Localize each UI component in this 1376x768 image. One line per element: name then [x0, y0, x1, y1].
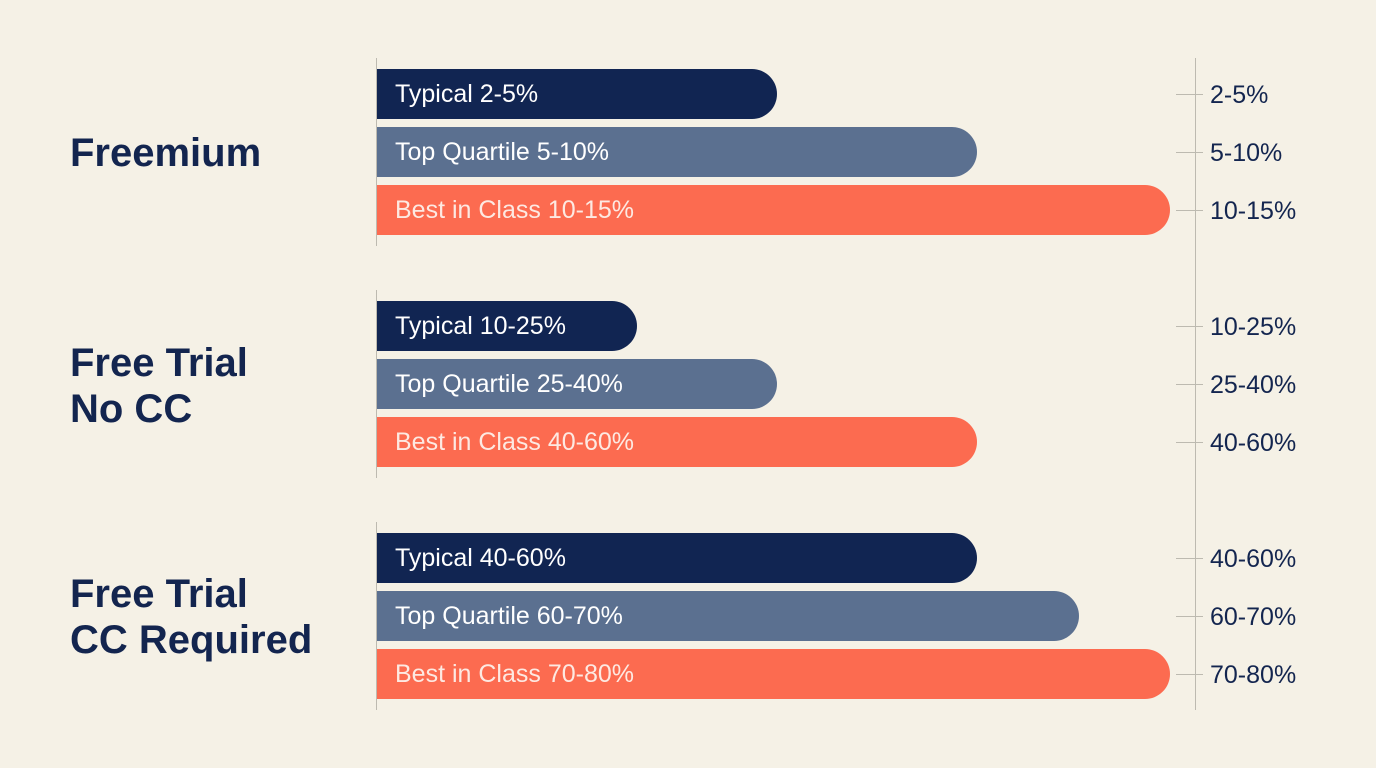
group-label-line1: Free Trial	[70, 572, 248, 616]
value-label: 25-40%	[1210, 371, 1297, 399]
bar-cc-required-best-in-class: Best in Class 70-80%	[377, 649, 1170, 699]
bar-label: Best in Class 10-15%	[395, 195, 635, 224]
group-label-line1: Free Trial	[70, 341, 248, 385]
value-label: 40-60%	[1210, 429, 1297, 457]
bar-freemium-top-quartile: Top Quartile 5-10%	[377, 127, 977, 177]
bar-no-cc-typical: Typical 10-25%	[377, 301, 637, 351]
bar-label: Top Quartile 25-40%	[395, 369, 623, 398]
bar-no-cc-top-quartile: Top Quartile 25-40%	[377, 359, 777, 409]
tick-mark	[1176, 326, 1203, 327]
group-label-free-trial-no-cc: Free Trial No CC	[70, 340, 248, 432]
bar-cc-required-typical: Typical 40-60%	[377, 533, 977, 583]
bar-label: Typical 2-5%	[395, 79, 539, 108]
tick-mark	[1176, 558, 1203, 559]
tick-mark	[1176, 674, 1203, 675]
bar-label: Top Quartile 5-10%	[395, 137, 610, 166]
group-label-line2: CC Required	[70, 618, 313, 662]
group-axis-line	[376, 58, 377, 246]
tick-mark	[1176, 616, 1203, 617]
value-label: 10-15%	[1210, 197, 1297, 225]
bar-label: Top Quartile 60-70%	[395, 601, 623, 630]
tick-mark	[1176, 210, 1203, 211]
bar-label: Best in Class 70-80%	[395, 659, 635, 688]
bar-label: Typical 10-25%	[395, 311, 566, 340]
value-label: 60-70%	[1210, 603, 1297, 631]
group-label-freemium: Freemium	[70, 130, 261, 176]
bar-freemium-best-in-class: Best in Class 10-15%	[377, 185, 1170, 235]
bar-cc-required-top-quartile: Top Quartile 60-70%	[377, 591, 1079, 641]
value-label: 2-5%	[1210, 81, 1269, 109]
tick-mark	[1176, 94, 1203, 95]
group-label-free-trial-cc-required: Free Trial CC Required	[70, 571, 312, 663]
bar-label: Typical 40-60%	[395, 543, 566, 572]
group-label-line2: No CC	[70, 387, 193, 431]
group-axis-line	[376, 290, 377, 478]
tick-mark	[1176, 384, 1203, 385]
bar-freemium-typical: Typical 2-5%	[377, 69, 777, 119]
value-label: 5-10%	[1210, 139, 1283, 167]
value-label: 40-60%	[1210, 545, 1297, 573]
bar-label: Best in Class 40-60%	[395, 427, 635, 456]
bar-no-cc-best-in-class: Best in Class 40-60%	[377, 417, 977, 467]
tick-mark	[1176, 442, 1203, 443]
group-axis-line	[376, 522, 377, 710]
group-label-line1: Freemium	[70, 131, 262, 175]
tick-mark	[1176, 152, 1203, 153]
value-label: 10-25%	[1210, 313, 1297, 341]
value-label: 70-80%	[1210, 661, 1297, 689]
